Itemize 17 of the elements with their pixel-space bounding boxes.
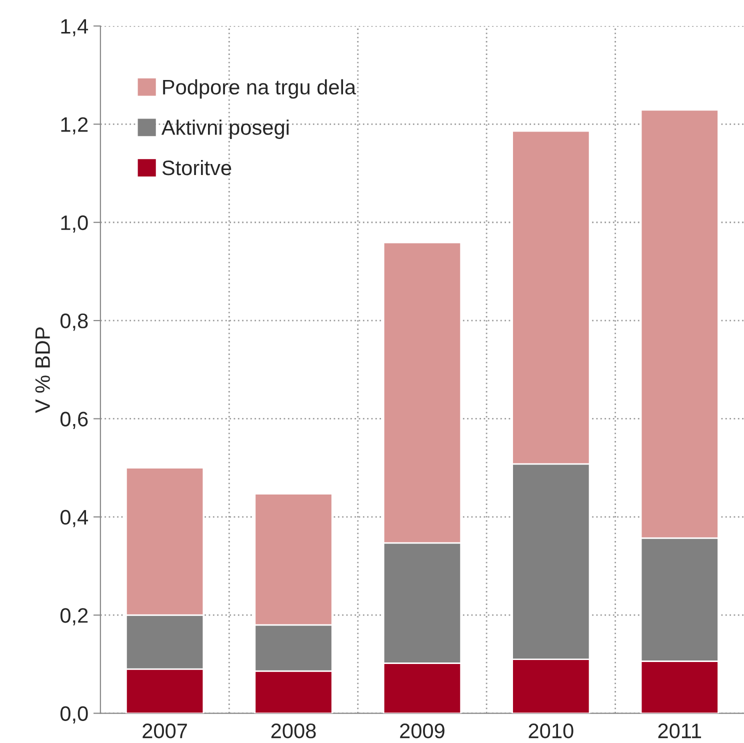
y-tick-label: 0,0 <box>60 706 88 724</box>
y-tick-label: 1,4 <box>61 19 88 36</box>
y-tick-label: 0,2 <box>60 608 88 626</box>
y-tick-label: 0,6 <box>60 412 88 429</box>
x-tick-label: 2010 <box>528 724 574 738</box>
x-tick-label: 2009 <box>400 724 444 738</box>
legend-label: Aktivni posegi <box>161 120 289 140</box>
legend-label: Podpore na trgu dela <box>163 79 356 99</box>
x-tick-label: 2007 <box>142 724 187 738</box>
x-tick-label: 2008 <box>271 724 316 738</box>
y-axis-title: V % BDP <box>35 327 50 413</box>
y-tick-label: 1,2 <box>61 117 88 134</box>
y-tick-label: 1,0 <box>61 215 88 233</box>
legend-label: Storitve <box>162 160 232 176</box>
x-tick-label: 2011 <box>658 724 702 738</box>
y-tick-label: 0,4 <box>60 510 88 528</box>
y-tick-label: 0,8 <box>60 314 88 331</box>
